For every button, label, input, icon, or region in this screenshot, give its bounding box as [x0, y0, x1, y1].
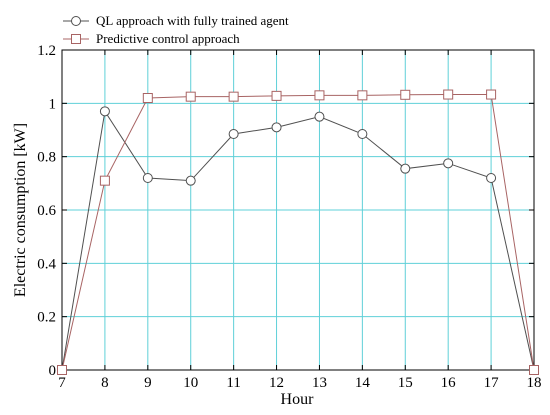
x-tick-label: 15	[398, 375, 413, 391]
y-axis-title: Electric consumption [kW]	[12, 123, 29, 297]
data-point-circle	[271, 122, 282, 133]
series-layer	[57, 89, 539, 375]
data-point-square	[57, 365, 67, 375]
legend-label-predictive: Predictive control approach	[96, 31, 240, 46]
data-point-circle	[486, 173, 497, 183]
x-tick-label: 17	[484, 375, 500, 391]
data-point-square	[142, 93, 153, 103]
data-point-square	[357, 90, 368, 101]
series-line	[61, 109, 535, 371]
x-axis-title: Hour	[281, 391, 315, 408]
x-tick-label: 16	[441, 375, 457, 391]
data-point-circle	[400, 163, 411, 174]
y-tick-label: 1.2	[37, 43, 56, 59]
x-tick-label: 8	[101, 375, 109, 391]
series-predictive	[57, 89, 539, 375]
data-point-square	[99, 175, 110, 186]
x-tick-label: 12	[269, 375, 284, 391]
legend-item-predictive: Predictive control approach	[63, 31, 240, 46]
y-tick-label: 0.2	[37, 310, 56, 326]
data-point-square	[400, 89, 411, 100]
x-tick-label: 7	[58, 375, 66, 391]
x-tick-label: 10	[183, 375, 198, 391]
series-ql	[57, 106, 539, 375]
grid-lines	[62, 50, 534, 370]
data-point-square	[314, 90, 325, 101]
data-point-circle	[99, 106, 110, 117]
legend: QL approach with fully trained agent Pre…	[63, 13, 289, 46]
data-point-circle	[314, 111, 325, 122]
data-point-circle	[357, 129, 368, 139]
data-point-circle	[443, 158, 454, 169]
data-point-circle	[185, 175, 196, 186]
y-tick-label: 0.4	[37, 256, 56, 272]
data-point-square	[228, 91, 239, 102]
x-tick-label: 14	[355, 375, 371, 391]
data-point-square	[443, 89, 454, 100]
data-point-square	[271, 90, 282, 101]
legend-marker-circle	[71, 16, 81, 26]
x-tick-label: 11	[226, 375, 240, 391]
x-tick-label: 9	[144, 375, 152, 391]
axis-ticks: 7 8 9 10 11 12 13 14 15 16 17 18 0 0.2 0.4 0.6 0.8 1 1.2	[37, 43, 541, 391]
data-point-circle	[142, 173, 153, 183]
data-point-square	[529, 365, 539, 375]
x-tick-label: 18	[527, 375, 542, 391]
data-point-square	[185, 91, 196, 102]
y-tick-label: 0	[49, 363, 57, 379]
legend-marker-square	[71, 34, 81, 44]
y-tick-label: 1	[49, 96, 57, 112]
legend-item-ql: QL approach with fully trained agent	[63, 13, 289, 28]
y-tick-label: 0.8	[37, 150, 56, 166]
data-point-square	[486, 89, 497, 100]
data-point-circle	[228, 129, 239, 139]
y-tick-label: 0.6	[37, 203, 56, 219]
series-line	[61, 94, 535, 371]
x-tick-label: 13	[312, 375, 327, 391]
legend-label-ql: QL approach with fully trained agent	[96, 13, 289, 28]
